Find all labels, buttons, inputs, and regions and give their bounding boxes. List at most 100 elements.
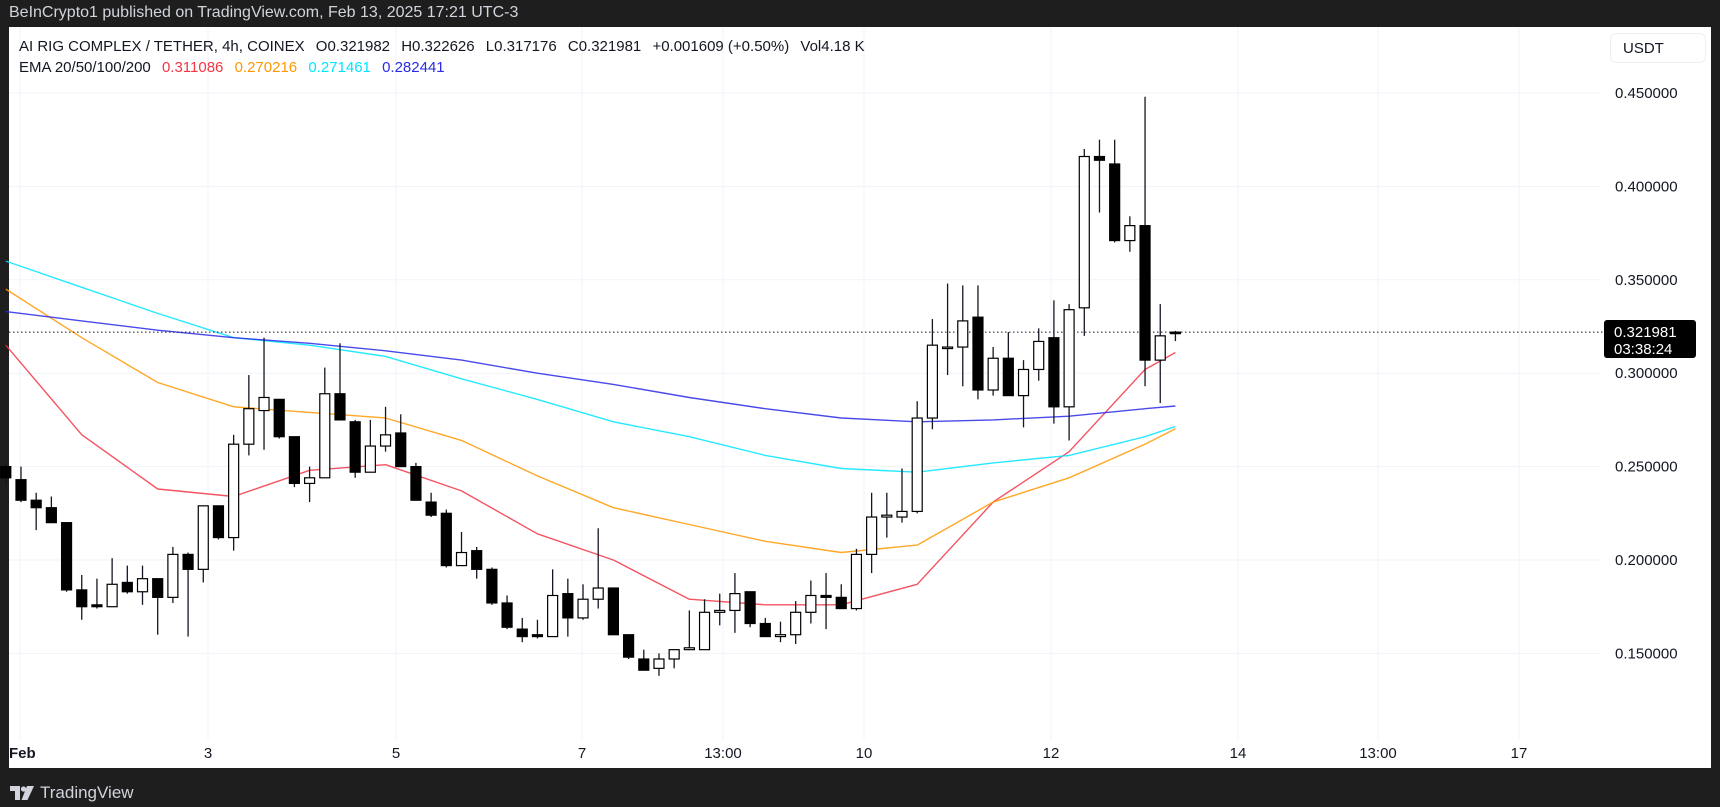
- time-tick-label: 14: [1230, 745, 1247, 762]
- candle: [91, 604, 103, 608]
- price-tick-label: 0.250000: [1615, 459, 1678, 476]
- price-tick-label: 0.400000: [1615, 178, 1678, 195]
- candle: [1017, 368, 1030, 397]
- candle: [941, 346, 954, 350]
- time-tick-label: 3: [204, 745, 212, 762]
- ema-line: [5, 260, 1176, 473]
- candle: [440, 512, 452, 567]
- ema-line: [5, 344, 1176, 606]
- candle: [121, 581, 133, 593]
- candle: [136, 578, 149, 593]
- candle: [714, 609, 726, 613]
- symbol-legend: AI RIG COMPLEX / TETHER, 4h, COINEX O0.3…: [19, 38, 872, 55]
- currency-button[interactable]: USDT: [1610, 33, 1706, 63]
- candle: [379, 434, 392, 447]
- candle: [820, 594, 832, 598]
- ema50-value: 0.270216: [234, 59, 298, 76]
- price-tick-label: 0.300000: [1615, 365, 1678, 382]
- ema-label[interactable]: EMA 20/50/100/200: [19, 59, 151, 76]
- candle: [288, 436, 301, 485]
- candle: [197, 505, 209, 570]
- candle: [881, 514, 893, 518]
- candle: [805, 594, 817, 613]
- candle: [471, 550, 483, 570]
- candle: [866, 516, 878, 555]
- last-price-value: 0.321981: [1614, 324, 1677, 341]
- candle: [182, 553, 194, 570]
- candle: [592, 587, 604, 600]
- time-tick-label: 10: [856, 745, 873, 762]
- price-tick-label: 0.450000: [1615, 85, 1678, 102]
- candle: [729, 593, 741, 612]
- publisher-text: BeInCrypto1 published on TradingView.com…: [9, 4, 519, 21]
- candle: [698, 611, 711, 651]
- price-axis[interactable]: 0.450000 0.400000 0.350000 0.300000 0.250000…: [1615, 85, 1678, 662]
- ohlc-low: L0.317176: [485, 38, 557, 55]
- symbol-name[interactable]: AI RIG COMPLEX / TETHER, 4h, COINEX: [19, 38, 305, 55]
- candle: [531, 634, 544, 638]
- ema-legend: EMA 20/50/100/200 0.311086 0.270216 0.27…: [19, 59, 452, 76]
- candle: [273, 398, 285, 438]
- candle: [349, 421, 361, 473]
- candle: [334, 393, 346, 421]
- candle: [516, 628, 528, 638]
- candle: [15, 479, 27, 501]
- tradingview-logo-icon: [10, 786, 34, 800]
- candle: [410, 466, 422, 501]
- ohlc-change: +0.001609 (+0.50%): [652, 38, 790, 55]
- candle: [926, 344, 938, 419]
- candlesticks: [0, 96, 1182, 676]
- grid-lines: [9, 27, 1600, 740]
- time-tick-label: Feb: [9, 745, 36, 762]
- footer-brand[interactable]: TradingView: [10, 783, 134, 803]
- ema100-value: 0.271461: [308, 59, 371, 76]
- candle: [45, 507, 57, 524]
- time-tick-label: 13:00: [704, 745, 742, 762]
- candle: [152, 578, 164, 598]
- candle: [1033, 340, 1045, 371]
- ema20-value: 0.311086: [161, 59, 224, 76]
- candle: [1169, 331, 1182, 335]
- candle: [1124, 225, 1136, 242]
- last-price-tag: 0.321981 03:38:24: [1604, 320, 1696, 358]
- candle: [319, 393, 331, 479]
- candle: [850, 553, 863, 610]
- ema-line: [5, 310, 1176, 423]
- candle: [987, 357, 999, 391]
- chart-panel[interactable]: [9, 27, 1711, 768]
- candle: [243, 408, 255, 445]
- ema-lines: [5, 260, 1176, 606]
- candle: [30, 499, 42, 509]
- candle: [911, 417, 923, 513]
- time-tick-label: 7: [578, 745, 586, 762]
- time-tick-label: 5: [392, 745, 400, 762]
- candle: [683, 647, 695, 651]
- candle: [1109, 163, 1121, 242]
- price-tick-label: 0.200000: [1615, 552, 1678, 569]
- ohlc-close: C0.321981: [567, 38, 642, 55]
- candle: [455, 551, 468, 567]
- candle: [1048, 337, 1060, 408]
- candle: [607, 587, 620, 636]
- candle: [562, 593, 574, 619]
- bar-countdown: 03:38:24: [1614, 341, 1672, 358]
- candle: [790, 611, 802, 636]
- candle: [258, 396, 270, 412]
- candle: [0, 466, 12, 479]
- candle: [896, 510, 908, 518]
- candle: [638, 658, 650, 671]
- candle: [486, 568, 498, 604]
- time-tick-label: 17: [1511, 745, 1528, 762]
- candle: [1139, 225, 1151, 361]
- time-axis[interactable]: Feb 3 5 7 13:00 10 12 14 13:00 17: [9, 745, 1527, 762]
- candle: [1154, 335, 1166, 361]
- ohlc-high: H0.322626: [401, 38, 475, 55]
- ohlc-open: O0.321982: [315, 38, 391, 55]
- candle: [106, 583, 118, 608]
- price-tick-label: 0.150000: [1615, 645, 1678, 662]
- candle: [774, 634, 787, 638]
- candle: [622, 634, 635, 658]
- candle: [364, 445, 376, 473]
- candle: [744, 591, 756, 625]
